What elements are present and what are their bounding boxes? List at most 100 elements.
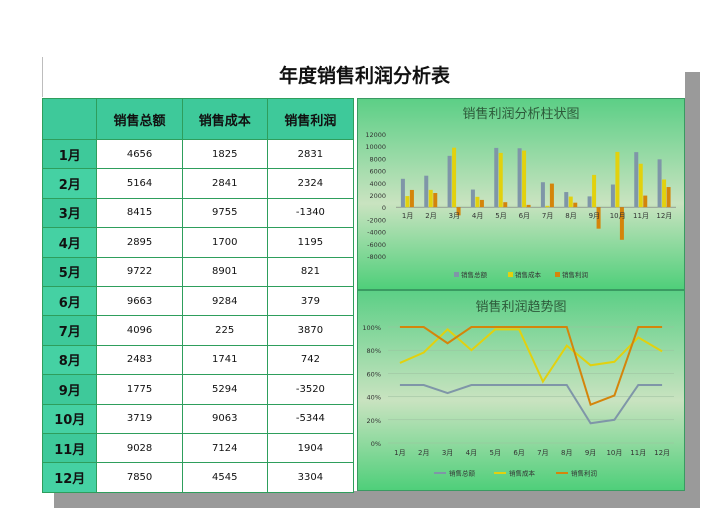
x-tick-label: 4月 [466, 449, 477, 457]
table-row: 11月 9028 7124 1904 [41, 432, 355, 464]
table-row: 2月 5164 2841 2324 [41, 168, 355, 199]
bar-1 [522, 150, 527, 208]
bar-0 [447, 155, 452, 208]
x-tick-label: 1月 [394, 449, 405, 457]
bar-2 [503, 202, 508, 208]
profit-cell: 2324 [266, 168, 355, 199]
profit-cell: -3520 [266, 374, 355, 405]
month-cell: 4月 [41, 227, 98, 258]
table-row: 10月 3719 9063 -5344 [41, 403, 355, 434]
cost-cell: 7124 [181, 432, 268, 464]
bar-2 [456, 207, 461, 216]
bar-chart-panel: 销售利润分析柱状图 12000 10000 8000 6000 4000 2000 0 -200… [357, 98, 685, 290]
legend-label: 销售总额 [461, 270, 488, 279]
y-tick-label: 20% [367, 417, 381, 425]
y-tick-label: 80% [367, 347, 381, 355]
cost-cell: 8901 [181, 256, 268, 287]
legend-swatch-1 [508, 272, 513, 277]
bar-2 [433, 193, 438, 208]
table-row: 7月 4096 225 3870 [41, 315, 355, 346]
x-tick-label: 10月 [606, 449, 622, 457]
cost-cell: 1741 [181, 344, 268, 376]
month-cell: 5月 [41, 256, 98, 287]
x-tick-label: 4月 [472, 212, 483, 220]
bar-1 [568, 196, 573, 208]
x-tick-label: 12月 [654, 449, 670, 457]
month-cell: 1月 [41, 138, 98, 170]
y-tick-label: 40% [367, 394, 381, 402]
cost-cell: 225 [181, 315, 268, 346]
y-tick-label: 8000 [369, 155, 386, 163]
cost-cell: 9063 [181, 403, 268, 434]
report-title: 年度销售利润分析表 [42, 57, 686, 97]
total-cell: 1775 [96, 374, 183, 405]
month-cell: 9月 [41, 374, 98, 405]
series-line-1 [399, 327, 663, 384]
bar-2 [643, 195, 648, 208]
header-cost: 销售成本 [181, 98, 268, 140]
bar-1 [545, 205, 550, 208]
total-cell: 9028 [96, 432, 183, 464]
table-row: 1月 4656 1825 2831 [41, 138, 355, 170]
x-tick-label: 8月 [561, 449, 572, 457]
bar-2 [479, 199, 484, 208]
y-tick-label: 2000 [369, 192, 386, 200]
legend-swatch-0 [454, 272, 459, 277]
line-chart-panel: 销售利润趋势图 100% 80% 60% 40% 20% 0% 1月 2月 3月 4月 5月 6月 7月 8… [357, 290, 685, 491]
month-cell: 2月 [41, 168, 98, 199]
table-row: 9月 1775 5294 -3520 [41, 374, 355, 405]
y-tick-label: 12000 [365, 131, 386, 139]
x-tick-label: 5月 [490, 449, 501, 457]
bar-2 [526, 204, 531, 208]
report-sheet: 年度销售利润分析表 销售总额 销售成本 销售利润 1月 4656 1825 2831 2… [41, 57, 686, 493]
table-row: 12月 7850 4545 3304 [41, 462, 355, 493]
line-chart: 销售利润趋势图 100% 80% 60% 40% 20% 0% 1月 2月 3月 4月 5月 6月 7月 8… [358, 291, 684, 490]
y-tick-label: -2000 [367, 216, 386, 224]
cost-cell: 5294 [181, 374, 268, 405]
x-tick-label: 5月 [495, 212, 506, 220]
cost-cell: 1700 [181, 227, 268, 258]
bar-1 [428, 189, 433, 208]
profit-cell: 379 [266, 285, 355, 317]
bar-0 [424, 175, 429, 208]
bar-1 [452, 147, 457, 208]
table-row: 8月 2483 1741 742 [41, 344, 355, 376]
series-line-2 [399, 326, 663, 407]
bar-chart: 销售利润分析柱状图 12000 10000 8000 6000 4000 2000 0 -200… [358, 99, 684, 289]
total-cell: 4096 [96, 315, 183, 346]
legend-label: 销售成本 [515, 270, 542, 279]
bar-0 [540, 182, 545, 208]
bar-0 [634, 152, 639, 208]
x-tick-label: 9月 [589, 212, 600, 220]
y-tick-label: 0 [382, 204, 386, 212]
cost-cell: 1825 [181, 138, 268, 170]
x-tick-label: 7月 [542, 212, 553, 220]
header-corner [41, 98, 98, 140]
bar-2 [596, 207, 601, 229]
x-tick-label: 3月 [442, 449, 453, 457]
x-tick-label: 9月 [585, 449, 596, 457]
cost-cell: 4545 [181, 462, 268, 493]
month-cell: 8月 [41, 344, 98, 376]
series-line-0 [399, 384, 663, 425]
month-cell: 11月 [41, 432, 98, 464]
table-row: 5月 9722 8901 821 [41, 256, 355, 287]
legend-label: 销售总额 [449, 469, 476, 478]
bar-2 [573, 202, 578, 208]
x-tick-label: 6月 [519, 212, 530, 220]
table-row: 3月 8415 9755 -1340 [41, 197, 355, 229]
header-profit: 销售利润 [266, 98, 355, 140]
profit-cell: 1195 [266, 227, 355, 258]
table-row: 6月 9663 9284 379 [41, 285, 355, 317]
bar-2 [409, 189, 414, 208]
cost-cell: 2841 [181, 168, 268, 199]
profit-cell: 3304 [266, 462, 355, 493]
bar-1 [405, 196, 410, 208]
y-tick-label: -4000 [367, 229, 386, 237]
month-cell: 6月 [41, 285, 98, 317]
x-tick-label: 2月 [425, 212, 436, 220]
cost-cell: 9755 [181, 197, 268, 229]
x-tick-label: 12月 [656, 212, 672, 220]
bar-0 [657, 159, 662, 208]
month-cell: 7月 [41, 315, 98, 346]
